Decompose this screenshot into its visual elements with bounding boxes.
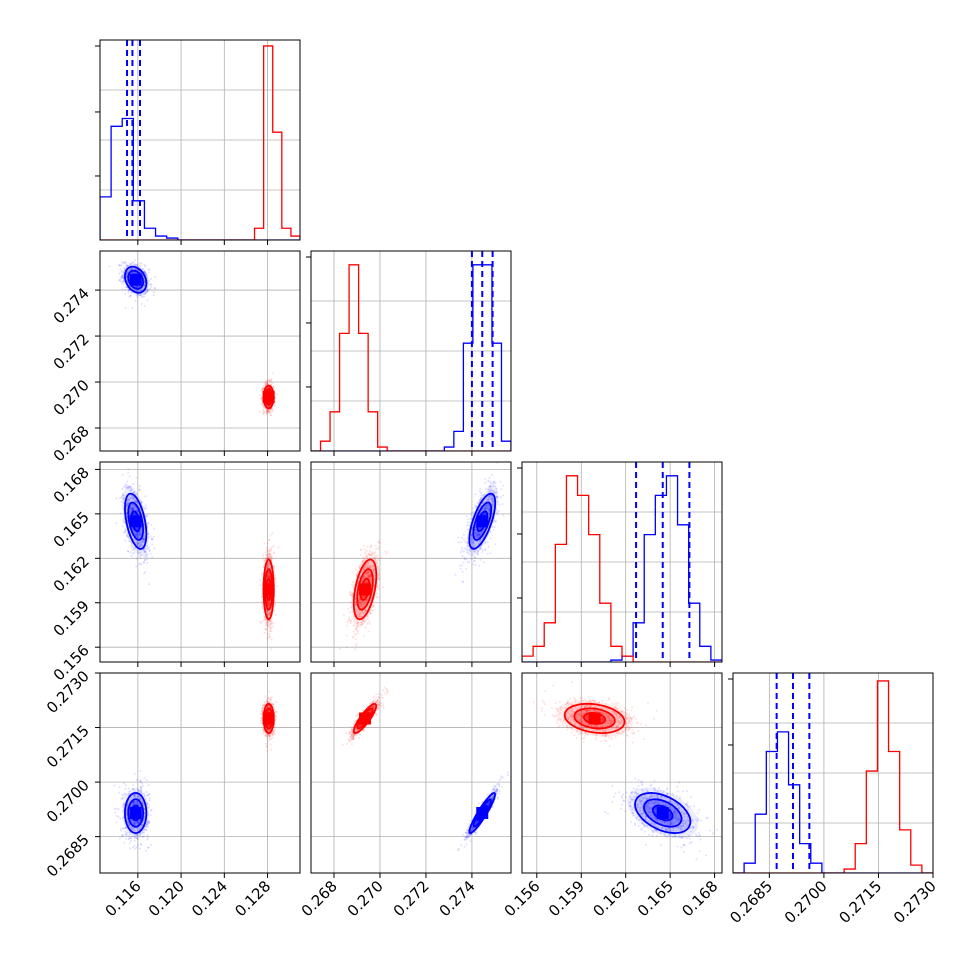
hist-panel-1: [306, 251, 511, 456]
y-tick-label: 0.272: [50, 330, 93, 373]
density-peak: [130, 515, 142, 527]
x-tick-label: 0.2730: [890, 877, 940, 927]
x-tick-label: 0.165: [634, 877, 677, 920]
y-tick-label: 0.2700: [43, 776, 93, 826]
x-tick-label: 0.128: [231, 877, 274, 920]
density-peak: [589, 712, 601, 724]
scatter-panel-2-1: [311, 462, 511, 667]
x-tick-label: 0.159: [545, 877, 588, 920]
y-tick-label: 0.2685: [43, 831, 93, 881]
x-tick-label: 0.116: [102, 877, 145, 920]
x-tick-label: 0.124: [188, 877, 231, 920]
y-tick-label: 0.162: [50, 552, 93, 595]
x-tick-label: 0.272: [390, 877, 433, 920]
panel-background: [522, 673, 722, 873]
x-tick-label: 0.2715: [835, 877, 885, 927]
hist-panel-2: [517, 462, 722, 667]
hist-panel-0: [95, 40, 300, 245]
y-tick-label: 0.159: [50, 597, 93, 640]
x-tick-label: 0.270: [344, 877, 387, 920]
hist-panel-3: 0.2685 0.2700 0.2715 0.2730: [726, 673, 939, 927]
x-tick-label: 0.2700: [781, 877, 831, 927]
y-tick-label: 0.165: [50, 508, 93, 551]
y-tick-label: 0.268: [50, 422, 93, 465]
density-peak: [263, 391, 275, 403]
density-peak: [476, 515, 488, 527]
density-peak: [476, 807, 488, 819]
x-tick-label: 0.274: [436, 877, 479, 920]
y-tick-label: 0.274: [50, 284, 93, 327]
density-peak: [263, 583, 275, 595]
scatter-panel-3-2: 0.156 0.159 0.162 0.165 0.168: [501, 673, 722, 920]
x-tick-label: 0.2685: [726, 877, 776, 927]
x-tick-label: 0.120: [145, 877, 188, 920]
density-peak: [263, 712, 275, 724]
density-peak: [359, 712, 371, 724]
density-peak: [359, 583, 371, 595]
panel-background: [311, 673, 511, 873]
y-tick-label: 0.270: [50, 376, 93, 419]
scatter-panel-3-1: 0.268 0.270 0.272 0.274: [298, 673, 511, 920]
density-peak: [657, 807, 669, 819]
density-peak: [130, 807, 142, 819]
x-tick-label: 0.268: [298, 877, 341, 920]
x-tick-label: 0.168: [678, 877, 721, 920]
y-tick-label: 0.2715: [43, 722, 93, 772]
x-tick-label: 0.162: [589, 877, 632, 920]
corner-plot: 0.2680.2700.2720.2740.1560.1590.1620.165…: [0, 0, 970, 970]
x-tick-label: 0.156: [501, 877, 544, 920]
y-tick-label: 0.168: [50, 464, 93, 507]
density-peak: [130, 274, 142, 286]
